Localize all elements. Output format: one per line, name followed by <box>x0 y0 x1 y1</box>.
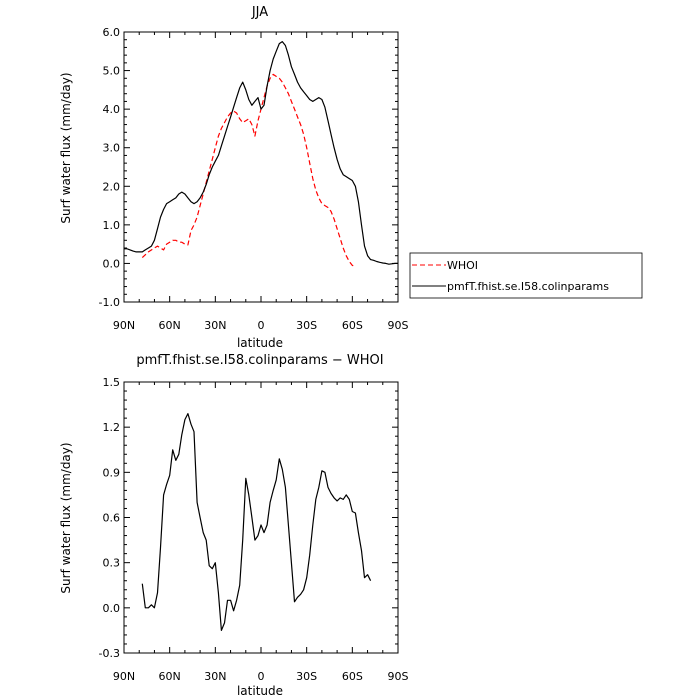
legend-label-whoi: WHOI <box>447 259 478 272</box>
x-axis-label: latitude <box>237 336 283 350</box>
y-tick-label: 3.0 <box>103 142 121 155</box>
y-tick-label: 1.0 <box>103 219 121 232</box>
y-axis-label: Surf water flux (mm/day) <box>59 72 73 223</box>
x-tick-label: 0 <box>258 670 265 683</box>
chart-title: pmfT.fhist.se.I58.colinparams − WHOI <box>136 353 383 368</box>
x-tick-label: 90S <box>388 319 409 332</box>
legend: WHOI pmfT.fhist.se.I58.colinparams <box>409 252 643 299</box>
y-tick-label: 0.9 <box>103 466 121 479</box>
x-tick-label: 90N <box>113 319 135 332</box>
y-tick-label: 1.5 <box>103 376 121 389</box>
plot-frame <box>123 31 399 303</box>
x-tick-label: 30N <box>204 319 226 332</box>
series-line-difference <box>141 413 372 632</box>
x-tick-label: 90N <box>113 670 135 683</box>
x-tick-label: 60N <box>159 319 181 332</box>
y-tick-label: 4.0 <box>103 103 121 116</box>
x-tick-label: 30N <box>204 670 226 683</box>
x-tick-label: 30S <box>296 670 317 683</box>
y-tick-label: 2.0 <box>103 180 121 193</box>
y-tick-label: 1.2 <box>103 421 121 434</box>
x-tick-label: 60N <box>159 670 181 683</box>
legend-frame <box>409 252 643 299</box>
plot-area: -1.0 0.0 1.0 2.0 3.0 4.0 5.0 6.0 90N 60N 30N 0 30S 60… <box>99 26 409 332</box>
legend-label-model: pmfT.fhist.se.I58.colinparams <box>447 280 609 293</box>
y-tick-label: 0.6 <box>103 512 121 525</box>
x-tick-label: 0 <box>258 319 265 332</box>
y-axis-label: Surf water flux (mm/day) <box>59 442 73 593</box>
x-tick-label: 90S <box>388 670 409 683</box>
y-tick-label: 0.0 <box>103 602 121 615</box>
plot-area: -0.3 0.0 0.3 0.6 0.9 1.2 1.5 90N 60N 30N 0 30S 60S 90… <box>99 376 409 683</box>
plot-frame <box>123 381 399 654</box>
x-tick-label: 60S <box>342 319 363 332</box>
y-tick-label: 0.3 <box>103 557 121 570</box>
chart-title: JJA <box>251 5 268 20</box>
series-line-pmft-fhist-se-i58-colinparams <box>124 40 398 265</box>
series-line-whoi <box>141 73 356 268</box>
y-tick-label: 6.0 <box>103 26 121 39</box>
y-tick-label: 5.0 <box>103 65 121 78</box>
y-tick-label: -0.3 <box>99 647 120 660</box>
chart-panel-bottom: pmfT.fhist.se.I58.colinparams − WHOI -0.… <box>59 353 409 698</box>
chart-panel-top: JJA -1.0 0.0 1.0 2.0 3.0 4.0 5.0 6.0 90N 60N 30N 0 3… <box>59 5 409 350</box>
x-axis-label: latitude <box>237 684 283 698</box>
x-tick-label: 30S <box>296 319 317 332</box>
y-tick-label: -1.0 <box>99 296 120 309</box>
y-tick-label: 0.0 <box>103 257 121 270</box>
x-tick-label: 60S <box>342 670 363 683</box>
